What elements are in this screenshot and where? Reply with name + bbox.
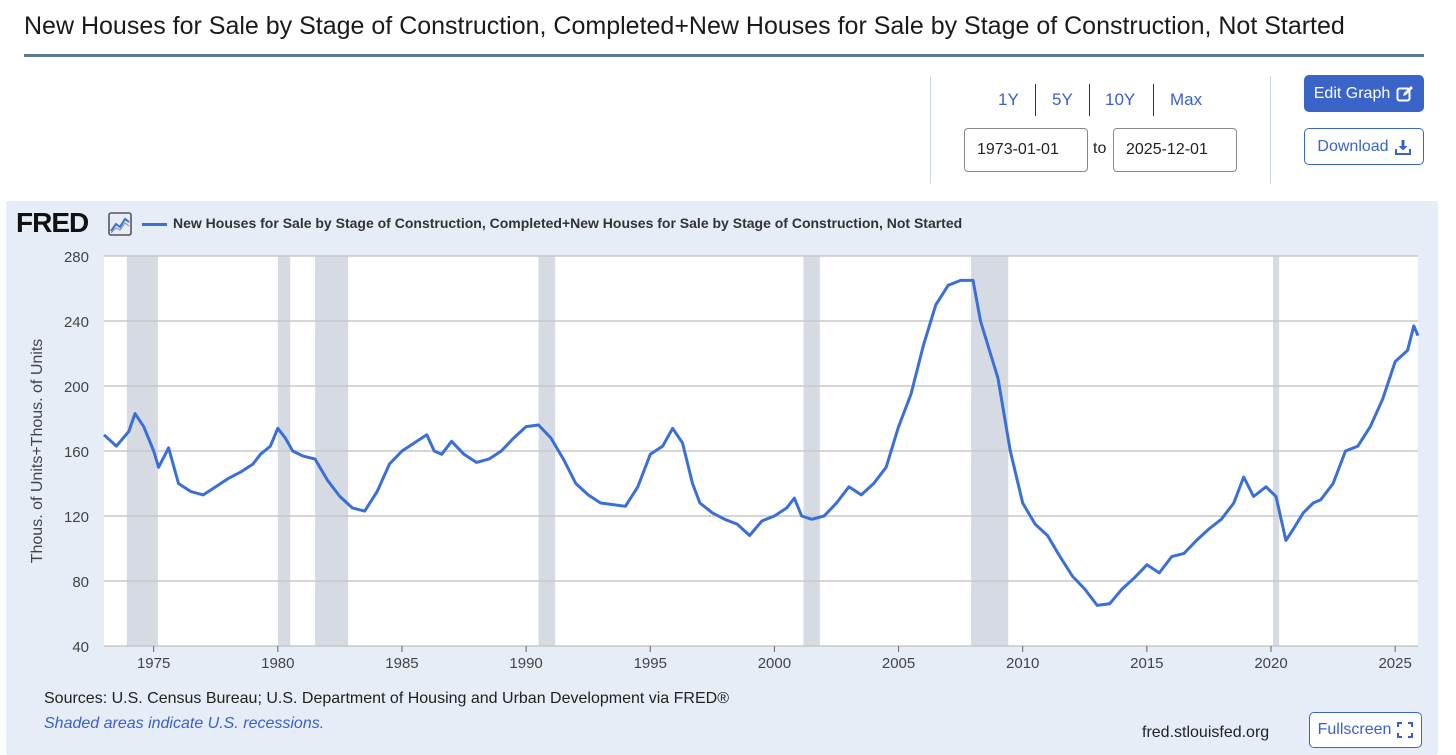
range-5y-button[interactable]: 5Y: [1052, 90, 1073, 109]
controls-divider-left: [930, 76, 931, 184]
y-tick-label: 200: [64, 379, 89, 396]
series-line: [102, 278, 1420, 607]
page-title: New Houses for Sale by Stage of Construc…: [24, 12, 1345, 40]
x-tick-label: 2005: [882, 655, 915, 672]
x-tick-label: 1995: [634, 655, 667, 672]
y-axis-ticks: 40 80 120 160 200 240 280: [64, 249, 89, 656]
range-separator: [1035, 84, 1036, 116]
x-tick-label: 2025: [1378, 655, 1411, 672]
x-tick-label: 2000: [758, 655, 791, 672]
end-date-input[interactable]: [1113, 128, 1237, 172]
fullscreen-icon: [1397, 722, 1414, 738]
x-tick-label: 1980: [261, 655, 294, 672]
download-icon: [1394, 139, 1411, 155]
fred-chart-icon: [108, 212, 132, 236]
title-divider: [24, 54, 1424, 57]
legend-swatch: [142, 223, 167, 226]
to-label: to: [1093, 140, 1107, 157]
y-tick-label: 280: [64, 249, 89, 266]
y-tick-label: 160: [64, 444, 89, 461]
line-chart: 40 80 120 160 200 240 280 1975 1980 1985 1990 1995…: [29, 249, 1420, 672]
edit-icon: [1396, 85, 1414, 101]
x-tick-label: 1975: [137, 655, 170, 672]
gridlines: [104, 255, 1418, 647]
range-separator: [1153, 84, 1154, 116]
legend-label: New Houses for Sale by Stage of Construc…: [173, 215, 963, 231]
recession-note-link[interactable]: Shaded areas indicate U.S. recessions.: [44, 715, 325, 732]
x-tick-label: 1985: [385, 655, 418, 672]
fullscreen-label: Fullscreen: [1317, 721, 1392, 738]
y-axis-label: Thous. of Units+Thous. of Units: [29, 339, 46, 564]
edit-graph-label: Edit Graph: [1313, 84, 1391, 102]
x-tick-label: 2020: [1254, 655, 1287, 672]
y-tick-label: 240: [64, 314, 89, 331]
x-axis-ticks: 1975 1980 1985 1990 1995 2000 2005 2010 2015 2020…: [137, 646, 1412, 672]
x-tick-label: 1990: [509, 655, 542, 672]
x-tick-label: 2010: [1006, 655, 1039, 672]
site-url: fred.stlouisfed.org: [1142, 724, 1270, 741]
range-separator: [1089, 84, 1090, 116]
range-10y-button[interactable]: 10Y: [1105, 90, 1136, 109]
source-text: Sources: U.S. Census Bureau; U.S. Depart…: [44, 690, 729, 707]
y-tick-label: 120: [64, 509, 89, 526]
fullscreen-button[interactable]: Fullscreen: [1309, 712, 1422, 748]
download-button[interactable]: Download: [1304, 128, 1424, 165]
edit-graph-button[interactable]: Edit Graph: [1304, 75, 1424, 112]
range-1y-button[interactable]: 1Y: [998, 90, 1019, 109]
y-tick-label: 80: [72, 574, 89, 591]
y-tick-label: 40: [72, 639, 89, 656]
fred-logo: FRED: [16, 207, 89, 238]
range-max-button[interactable]: Max: [1170, 90, 1203, 109]
download-label: Download: [1317, 137, 1389, 155]
start-date-input[interactable]: [964, 128, 1088, 172]
x-tick-label: 2015: [1130, 655, 1163, 672]
controls-divider-right: [1270, 76, 1271, 184]
